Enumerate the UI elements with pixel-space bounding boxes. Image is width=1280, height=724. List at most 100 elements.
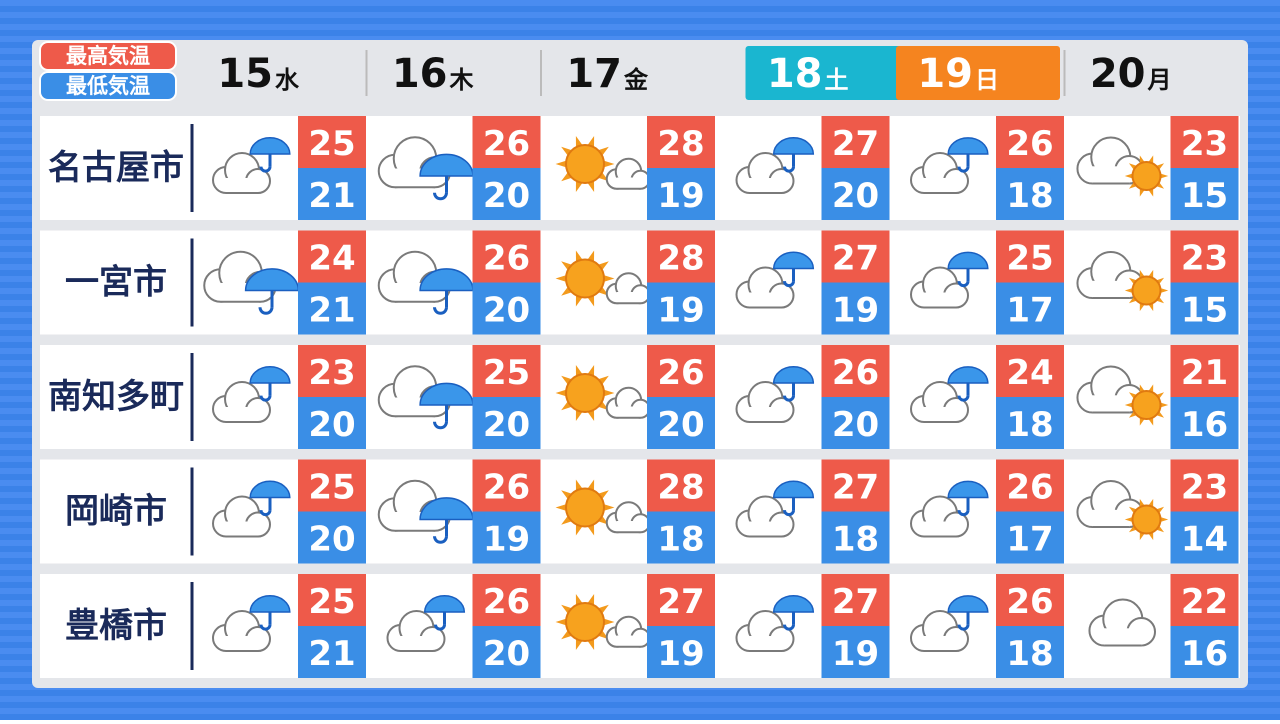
low-box	[996, 282, 1064, 335]
sun-ray	[603, 389, 615, 397]
day-date: 19	[917, 51, 973, 97]
weather-icon	[377, 365, 474, 430]
low-box	[472, 168, 541, 220]
weather-icon	[735, 595, 815, 652]
high-temp: 27	[657, 582, 704, 622]
low-temp: 19	[657, 634, 704, 674]
high-temp: 26	[483, 468, 530, 508]
umbrella-top	[249, 366, 291, 384]
high-box	[298, 459, 366, 512]
weather-icon	[555, 364, 651, 422]
low-temp: 20	[832, 405, 879, 445]
umbrella-top	[249, 137, 291, 155]
weather-icon	[910, 366, 989, 423]
day-weekday: 金	[623, 66, 649, 94]
high-box	[996, 459, 1064, 512]
low-box	[821, 397, 890, 449]
weather-icon	[1076, 365, 1169, 426]
weather-icon	[910, 251, 989, 309]
low-box	[821, 626, 890, 678]
day-date: 17	[566, 51, 622, 97]
high-temp: 22	[1181, 582, 1228, 622]
day-weekday: 日	[975, 66, 999, 94]
low-box	[298, 397, 366, 449]
sun-disc	[565, 258, 605, 299]
umbrella-top	[423, 595, 466, 613]
city-name: 南知多町	[48, 377, 184, 417]
legend-low-box	[39, 71, 177, 101]
sun-ray	[603, 504, 615, 511]
day-date: 16	[392, 51, 448, 97]
weather-icon	[555, 135, 651, 193]
cloud-part	[749, 521, 782, 537]
sun-ray	[555, 275, 567, 282]
low-box	[472, 282, 541, 335]
high-temp: 28	[657, 239, 704, 279]
cloud-part	[616, 521, 641, 533]
low-temp: 20	[308, 520, 355, 560]
cloud-part	[749, 407, 782, 422]
low-temp: 17	[1006, 291, 1053, 331]
sun-ray	[1124, 402, 1133, 408]
umbrella-hook	[259, 509, 272, 517]
low-box	[821, 168, 890, 220]
low-box	[298, 282, 366, 335]
high-temp: 26	[483, 239, 530, 279]
low-temp: 18	[1006, 634, 1053, 674]
umbrella-top	[772, 137, 815, 155]
high-temp: 26	[483, 582, 530, 622]
high-box	[472, 230, 541, 283]
high-box	[298, 574, 366, 626]
high-box	[1170, 459, 1239, 512]
low-box	[821, 511, 890, 564]
low-box	[996, 397, 1064, 449]
umbrella-hook	[957, 280, 970, 288]
weather-icon	[377, 250, 474, 315]
low-temp: 15	[1181, 291, 1228, 331]
high-box	[821, 116, 890, 168]
sun-ray	[555, 618, 567, 626]
high-box	[298, 230, 366, 283]
low-temp: 20	[308, 405, 355, 445]
low-temp: 18	[1006, 405, 1053, 445]
weather-icon	[1088, 598, 1156, 647]
day-date: 20	[1090, 51, 1146, 97]
high-box	[821, 345, 890, 397]
umbrella-hook	[783, 280, 795, 288]
umbrella-hook	[957, 624, 970, 631]
low-temp: 17	[1006, 520, 1053, 560]
high-box	[647, 116, 715, 168]
low-box	[298, 168, 366, 220]
low-temp: 20	[657, 405, 704, 445]
low-temp: 20	[832, 176, 879, 216]
low-temp: 20	[483, 634, 530, 674]
umbrella-hook	[433, 536, 448, 544]
umbrella-hook	[783, 395, 795, 402]
high-box	[298, 116, 366, 168]
low-box	[1170, 626, 1239, 678]
day-weekday: 月	[1147, 66, 1172, 94]
low-temp: 21	[308, 634, 355, 674]
low-temp: 19	[832, 291, 879, 331]
legend-high-box	[39, 41, 177, 71]
high-temp: 26	[832, 353, 879, 393]
low-temp: 19	[832, 634, 879, 674]
cloud-part	[749, 636, 782, 651]
day-highlight	[896, 46, 1060, 100]
weather-icon	[377, 136, 474, 201]
cloud-part	[1092, 280, 1130, 299]
sun-ray	[1124, 173, 1133, 179]
cloud-part	[924, 636, 956, 651]
high-temp: 25	[308, 582, 355, 622]
cloud-part	[226, 521, 258, 537]
weather-icon	[203, 250, 300, 315]
sun-ray	[603, 275, 615, 282]
day-weekday: 木	[449, 66, 475, 94]
umbrella-top	[772, 595, 815, 613]
low-temp: 20	[483, 405, 530, 445]
high-temp: 24	[308, 239, 355, 279]
high-box	[1170, 230, 1239, 283]
high-box	[1170, 345, 1239, 397]
weather-icon	[1076, 136, 1169, 197]
